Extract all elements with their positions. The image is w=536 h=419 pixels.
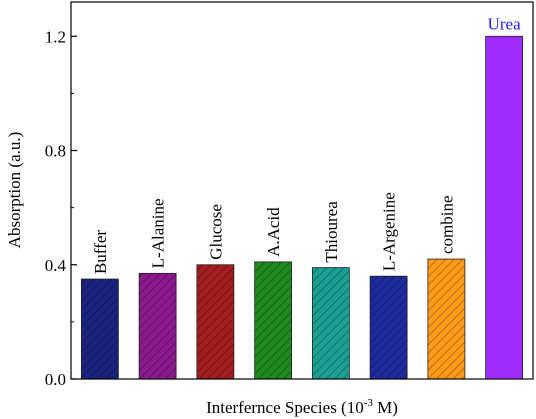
x-axis-label-unit: M) <box>373 398 398 417</box>
bar-hatch-glucose <box>196 264 234 379</box>
bar-label-combine: combine <box>437 195 456 254</box>
bar-hatch-thiourea <box>312 267 350 379</box>
ticks-layer: 0.0 0.4 0.8 1.2 <box>45 27 77 389</box>
bars-layer <box>80 35 524 380</box>
x-axis-label: Interfernce Species (10-3 M) <box>206 397 398 417</box>
bar-label-l-alanine: L-Alanine <box>149 198 168 268</box>
bar-hatch-l-alanine <box>139 273 177 379</box>
y-tick-label: 0.8 <box>45 142 66 161</box>
bar-hatch-a-acid <box>254 261 292 379</box>
bar-label-a-acid: A.Acid <box>264 207 283 257</box>
bar-label-thiourea: Thiourea <box>322 201 341 263</box>
bar-hatch-combine <box>427 259 465 379</box>
x-axis-label-main: Interfernce Species (10 <box>206 398 364 417</box>
bar-label-l-argenine: L-Argenine <box>380 192 399 271</box>
bar-labels-layer: Buffer L-Alanine Glucose A.Acid Thiourea L-Ar… <box>91 14 521 274</box>
bar-label-glucose: Glucose <box>206 204 225 260</box>
bar-hatch-l-argenine <box>370 276 408 379</box>
y-tick-label: 0.4 <box>45 256 67 275</box>
y-axis-label: Absorption (a.u.) <box>5 132 24 249</box>
bar-label-urea: Urea <box>488 14 521 33</box>
bar-urea <box>485 35 524 380</box>
y-tick-label: 1.2 <box>45 27 66 46</box>
x-axis-label-exponent: -3 <box>364 397 374 409</box>
bar-hatch-buffer <box>81 279 119 379</box>
bar-label-buffer: Buffer <box>91 230 110 274</box>
y-tick-label: 0.0 <box>45 370 66 389</box>
plot-frame <box>70 1 534 380</box>
